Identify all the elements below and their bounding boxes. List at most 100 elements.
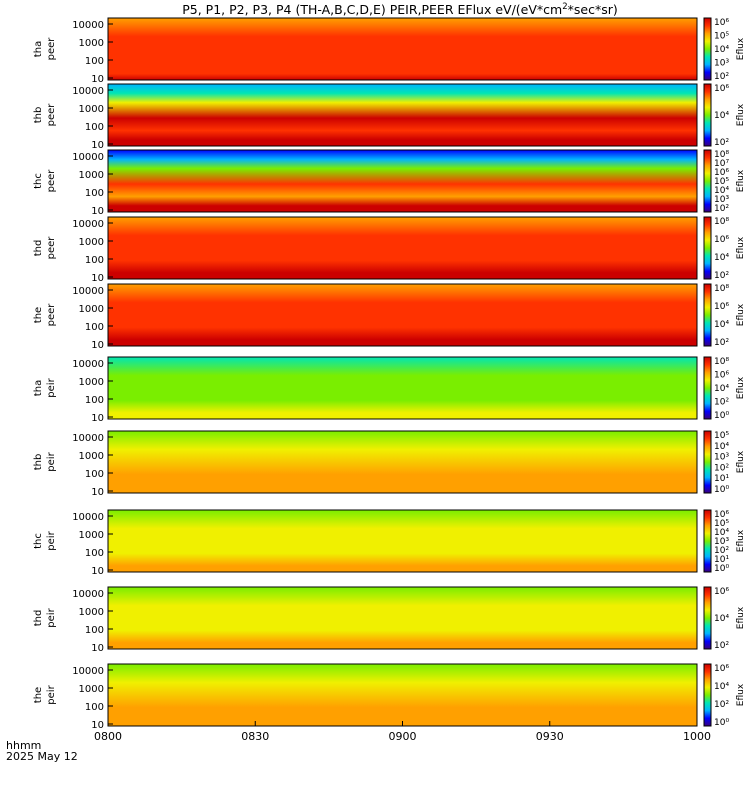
panel-tha-peer: 10000 1000 100 10 tha peer 10⁶ 10⁵ 10⁴ 10³ 10² Eflu… <box>33 17 746 85</box>
colorbar-tick-label: 10² <box>714 546 729 556</box>
spectrogram-area <box>108 510 697 572</box>
colorbar-tick-label: 10⁵ <box>714 177 729 187</box>
y-tick-label: 10000 <box>72 219 104 230</box>
y-tick-label: 100 <box>85 469 104 480</box>
colorbar <box>703 509 712 573</box>
spectrogram-area <box>108 664 697 726</box>
panel-frame <box>107 17 698 81</box>
y-tick-label: 10000 <box>72 433 104 444</box>
panel-frame <box>107 149 698 213</box>
spectrogram-area <box>108 357 697 419</box>
colorbar-tick-label: 10⁰ <box>714 564 729 574</box>
colorbar-tick-label: 10⁶ <box>714 510 729 520</box>
panel-frame <box>107 83 698 147</box>
colorbar-tick-label: 10² <box>714 641 729 651</box>
y-tick-label: 10 <box>91 720 104 731</box>
y-tick-label: 100 <box>85 56 104 67</box>
y-tick-label: 10 <box>91 273 104 284</box>
colorbar-tick-label: 10⁶ <box>714 168 729 178</box>
colorbar-tick-label: 10⁴ <box>714 186 729 196</box>
colorbar <box>703 83 712 147</box>
y-tick-label: 100 <box>85 122 104 133</box>
panel-thd-peer: 10000 1000 100 10 thd peer 10⁸ 10⁶ 10⁴ 10² Eflux <box>33 216 746 284</box>
panel-thb-peer: 10000 1000 100 10 thb peer 10⁶ 10⁴ 10² Eflux <box>33 83 746 151</box>
colorbar-tick-label: 10³ <box>714 453 729 463</box>
colorbar-label: Eflux <box>736 236 746 259</box>
colorbar-tick-label: 10⁶ <box>714 371 729 381</box>
y-tick-label: 100 <box>85 188 104 199</box>
y-tick-label: 1000 <box>79 451 104 462</box>
probe-label: thd <box>33 610 44 627</box>
probe-label: tha <box>33 41 44 57</box>
colorbar-tick-label: 10² <box>714 700 729 710</box>
panel-frame <box>107 586 698 650</box>
probe-label: tha <box>33 380 44 396</box>
y-tick-label: 10000 <box>72 359 104 370</box>
panel-frame <box>107 430 698 494</box>
y-tick-label: 10000 <box>72 666 104 677</box>
species-label: peer <box>46 169 57 193</box>
species-label: peer <box>46 303 57 327</box>
y-tick-label: 1000 <box>79 170 104 181</box>
species-label: peir <box>46 530 57 550</box>
colorbar-tick-label: 10¹ <box>714 555 729 565</box>
species-label: peir <box>46 377 57 397</box>
colorbar-tick-label: 10⁵ <box>714 32 729 42</box>
y-tick-label: 100 <box>85 625 104 636</box>
panel-frame <box>107 283 698 347</box>
colorbar-tick-label: 10⁸ <box>714 284 729 294</box>
colorbar <box>703 17 712 81</box>
colorbar-label: Eflux <box>736 606 746 629</box>
colorbar-tick-label: 10³ <box>714 537 729 547</box>
colorbar <box>703 430 712 494</box>
colorbar-tick-label: 10⁶ <box>714 664 729 674</box>
colorbar-tick-label: 10⁸ <box>714 217 729 227</box>
spectrogram-area <box>108 587 697 649</box>
colorbar-tick-label: 10² <box>714 72 729 82</box>
colorbar-tick-label: 10⁸ <box>714 357 729 367</box>
colorbar-tick-label: 10⁰ <box>714 718 729 728</box>
y-tick-label: 10 <box>91 74 104 85</box>
x-tick-label: 0830 <box>241 730 269 743</box>
figure-title: P5, P1, P2, P3, P4 (TH-A,B,C,D,E) PEIR,P… <box>182 2 618 17</box>
y-tick-label: 1000 <box>79 304 104 315</box>
colorbar <box>703 356 712 420</box>
colorbar-label: Eflux <box>736 376 746 399</box>
date-label: 2025 May 12 <box>6 750 78 763</box>
probe-label: thb <box>33 107 44 124</box>
x-tick-label: 0800 <box>94 730 122 743</box>
colorbar-tick-label: 10⁰ <box>714 411 729 421</box>
y-tick-label: 10000 <box>72 86 104 97</box>
species-label: peer <box>46 103 57 127</box>
probe-label: thc <box>33 533 44 549</box>
species-label: peer <box>46 236 57 260</box>
colorbar-tick-label: 10⁴ <box>714 320 729 330</box>
panel-thc-peir: 10000 1000 100 10 thc peir 10⁶10⁵10⁴10³10²10¹1… <box>33 509 746 577</box>
colorbar <box>703 216 712 280</box>
panel-thd-peir: 10000 1000 100 10 thd peir 10⁶ 10⁴ 10² Eflux <box>33 586 746 654</box>
y-tick-label: 1000 <box>79 237 104 248</box>
colorbar-tick-label: 10⁰ <box>714 485 729 495</box>
y-tick-label: 10000 <box>72 286 104 297</box>
colorbar-label: Eflux <box>736 169 746 192</box>
colorbar <box>703 283 712 347</box>
colorbar-tick-label: 10² <box>714 204 729 214</box>
title-superscript: 2 <box>562 2 567 12</box>
y-tick-label: 10000 <box>72 589 104 600</box>
y-tick-label: 10 <box>91 140 104 151</box>
panel-frame <box>107 509 698 573</box>
y-tick-label: 100 <box>85 322 104 333</box>
colorbar-tick-label: 10⁸ <box>714 150 729 160</box>
colorbar-label: Eflux <box>736 303 746 326</box>
colorbar <box>703 149 712 213</box>
colorbar-tick-label: 10⁴ <box>714 384 729 394</box>
y-tick-label: 10000 <box>72 152 104 163</box>
y-tick-label: 1000 <box>79 684 104 695</box>
species-label: peir <box>46 684 57 704</box>
y-tick-label: 1000 <box>79 607 104 618</box>
spectrogram-area <box>108 431 697 493</box>
probe-label: thc <box>33 173 44 189</box>
colorbar-label: Eflux <box>736 37 746 60</box>
